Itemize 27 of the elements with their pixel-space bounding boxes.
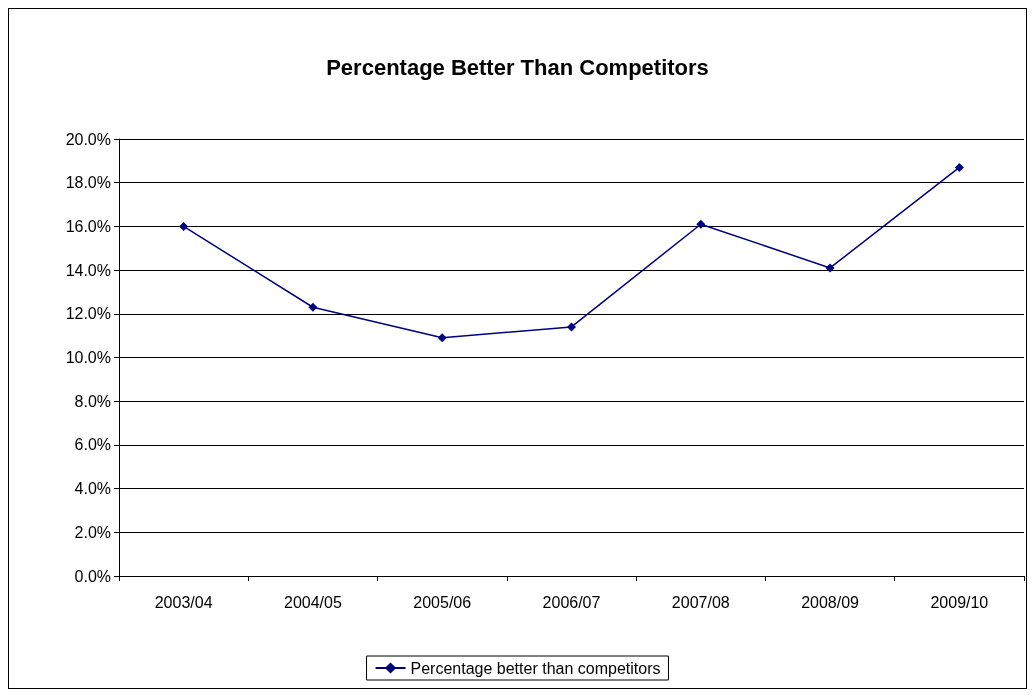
y-tick-label: 14.0% — [65, 261, 111, 279]
x-tick-label: 2004/05 — [284, 593, 342, 611]
x-tick-label: 2007/08 — [671, 593, 730, 611]
point — [954, 162, 964, 172]
y-tick-label: 4.0% — [74, 480, 111, 498]
x-tick-label: 2005/06 — [413, 593, 472, 611]
chart-title: Percentage Better Than Competitors — [326, 54, 709, 80]
legend-label: Percentage better than competitors — [410, 659, 661, 677]
y-tick-label: 10.0% — [65, 349, 111, 366]
y-tick-label: 8.0% — [74, 392, 111, 410]
y-tick-label: 12.0% — [65, 305, 111, 323]
y-tick-label: 6.0% — [74, 436, 111, 454]
x-tick-label: 2003/04 — [154, 593, 213, 611]
y-tick-label: 18.0% — [65, 174, 111, 192]
y-tick-label: 2.0% — [74, 523, 111, 541]
x-tick-label: 2006/07 — [542, 593, 601, 611]
y-tick-label: 16.0% — [65, 217, 111, 235]
y-tick-label: 0.0% — [74, 567, 111, 585]
x-tick-label: 2009/10 — [930, 593, 989, 611]
point — [437, 333, 447, 343]
point — [696, 219, 706, 229]
point — [179, 221, 189, 231]
point — [308, 302, 318, 312]
x-tick-label: 2008/09 — [801, 593, 860, 611]
y-tick-label: 20.0% — [65, 130, 111, 148]
point — [825, 263, 835, 273]
point — [567, 322, 576, 332]
